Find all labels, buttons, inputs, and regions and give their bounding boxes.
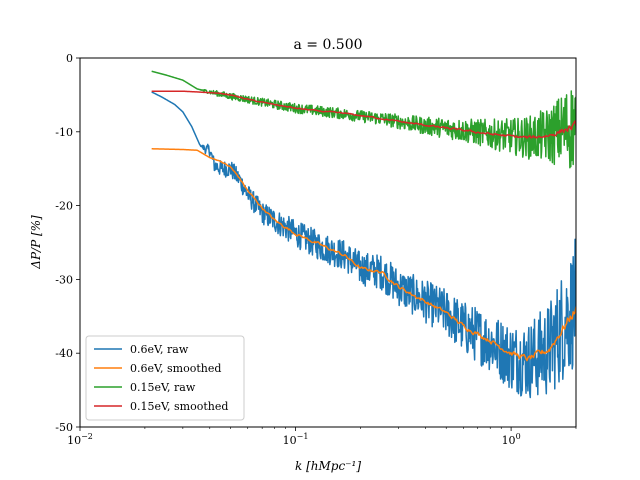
legend-label: 0.15eV, raw (130, 381, 196, 394)
series-line-3 (151, 90, 576, 139)
x-axis: 10−2 10−1 100 (67, 427, 577, 447)
series-line-1 (151, 148, 576, 362)
x-tick-label: 100 (502, 432, 521, 447)
plot-frame (79, 57, 577, 428)
y-axis-label: ΔP/P [%] (29, 215, 43, 270)
legend-label: 0.6eV, smoothed (130, 362, 221, 375)
y-tick-label: -30 (55, 273, 73, 286)
y-axis: 0 -10 -20 -30 -40 -50 (55, 52, 80, 434)
x-tick-label: 10−2 (67, 432, 93, 447)
y-tick-label: -20 (55, 200, 73, 213)
x-axis-label: k [hMpc⁻¹] (295, 459, 361, 473)
y-tick-label: -10 (55, 126, 73, 139)
series-line-0 (151, 91, 576, 399)
series-line-2 (151, 70, 576, 169)
x-tick-label: 10−1 (283, 432, 309, 447)
series-layer (151, 70, 576, 399)
legend-label: 0.15eV, smoothed (130, 400, 228, 413)
y-tick-label: 0 (66, 52, 73, 65)
y-tick-label: -40 (55, 347, 73, 360)
legend-box (85, 335, 245, 421)
legend: 0.6eV, raw 0.6eV, smoothed 0.15eV, raw 0.15… (85, 335, 245, 421)
y-tick-label: -50 (55, 421, 73, 434)
chart-title: a = 0.500 (293, 37, 362, 53)
legend-label: 0.6eV, raw (130, 343, 189, 356)
